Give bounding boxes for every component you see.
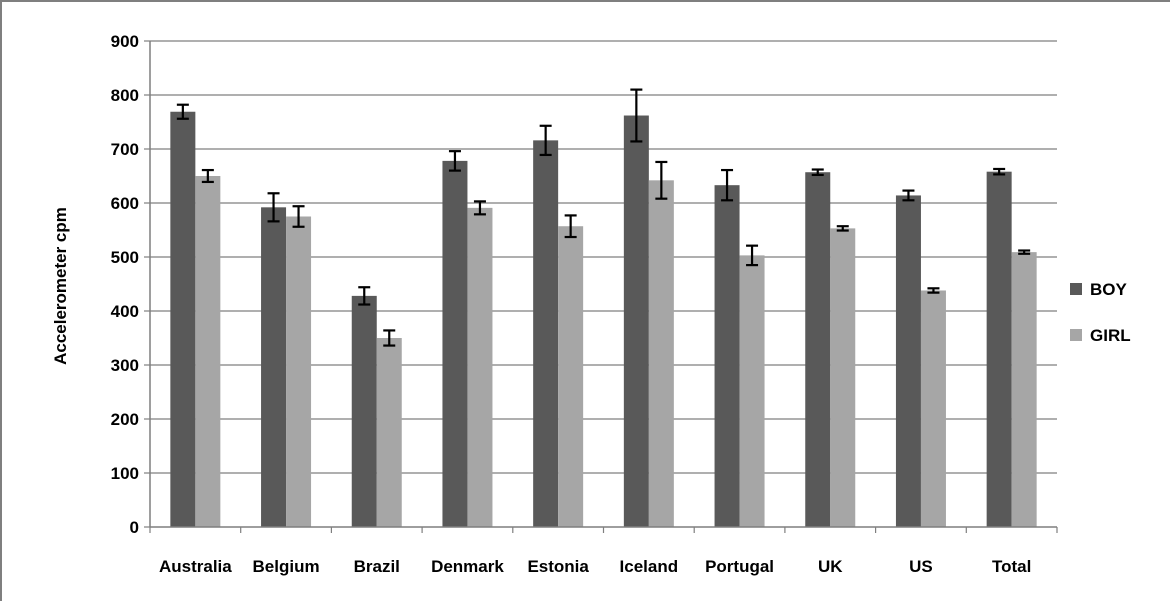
bar-boy-belgium <box>261 207 287 527</box>
y-tick-label: 300 <box>111 356 139 375</box>
y-tick-label: 100 <box>111 464 139 483</box>
bar-boy-brazil <box>351 295 377 527</box>
y-tick-label: 700 <box>111 140 139 159</box>
bar-boy-uk <box>805 172 831 527</box>
bar-girl-australia <box>195 176 221 527</box>
error-bar <box>746 244 759 267</box>
bar-girl-estonia <box>558 226 584 527</box>
legend: BOY GIRL <box>1070 280 1131 345</box>
bar-boy-portugal <box>714 185 740 527</box>
y-tick-label: 600 <box>111 194 139 213</box>
x-axis-ticks: Australia Belgium Brazil Denmark Estonia Icel… <box>149 527 1058 576</box>
legend-swatch <box>1070 283 1082 295</box>
error-bars <box>176 88 1031 347</box>
error-bar <box>721 168 734 202</box>
bar-girl-uk <box>830 228 856 527</box>
y-axis-ticks: 0 100 200 300 400 500 600 700 800 900 <box>111 32 150 537</box>
x-tick-label: US <box>909 557 933 576</box>
x-tick-label: Portugal <box>705 557 774 576</box>
error-bar <box>473 200 486 216</box>
error-bar <box>927 287 940 294</box>
bars <box>170 111 1037 528</box>
error-bar <box>630 88 643 143</box>
y-tick-label: 900 <box>111 32 139 51</box>
error-bar <box>539 124 552 157</box>
error-bar <box>902 189 915 202</box>
legend-swatch <box>1070 329 1082 341</box>
legend-label: BOY <box>1090 280 1128 299</box>
bar-girl-portugal <box>739 255 765 527</box>
x-tick-label: Total <box>992 557 1031 576</box>
x-tick-label: Estonia <box>527 557 589 576</box>
error-bar <box>201 168 214 184</box>
y-tick-label: 200 <box>111 410 139 429</box>
y-tick-label: 500 <box>111 248 139 267</box>
bar-boy-us <box>895 195 921 527</box>
bar-girl-brazil <box>376 338 402 527</box>
bar-girl-belgium <box>286 216 312 527</box>
bar-boy-iceland <box>623 115 649 528</box>
error-bar <box>292 205 305 228</box>
bar-boy-estonia <box>533 140 559 528</box>
x-tick-label: UK <box>818 557 843 576</box>
error-bar <box>358 286 371 306</box>
bar-girl-us <box>920 290 946 527</box>
x-tick-label: Denmark <box>431 557 504 576</box>
error-bar <box>267 192 280 223</box>
error-bar <box>836 225 849 232</box>
bar-girl-total <box>1011 252 1037 527</box>
y-tick-label: 400 <box>111 302 139 321</box>
x-tick-label: Belgium <box>253 557 320 576</box>
error-bar <box>655 160 668 200</box>
y-tick-label: 0 <box>130 518 139 537</box>
error-bar <box>383 329 396 347</box>
legend-label: GIRL <box>1090 326 1131 345</box>
error-bar <box>811 168 824 177</box>
bar-girl-iceland <box>648 180 674 527</box>
legend-item-girl: GIRL <box>1070 326 1131 345</box>
bar-girl-denmark <box>467 207 493 528</box>
error-bar <box>176 103 189 120</box>
bar-boy-total <box>986 171 1012 527</box>
error-bar <box>1018 249 1031 255</box>
y-tick-label: 800 <box>111 86 139 105</box>
x-tick-label: Australia <box>159 557 232 576</box>
error-bar <box>448 150 461 172</box>
x-tick-label: Brazil <box>354 557 400 576</box>
x-tick-label: Iceland <box>620 557 679 576</box>
error-bar <box>564 214 577 239</box>
legend-item-boy: BOY <box>1070 280 1128 299</box>
y-axis-title: Accelerometer cpm <box>51 207 70 365</box>
error-bar <box>993 167 1006 176</box>
bar-boy-denmark <box>442 160 468 527</box>
bar-boy-australia <box>170 111 196 528</box>
